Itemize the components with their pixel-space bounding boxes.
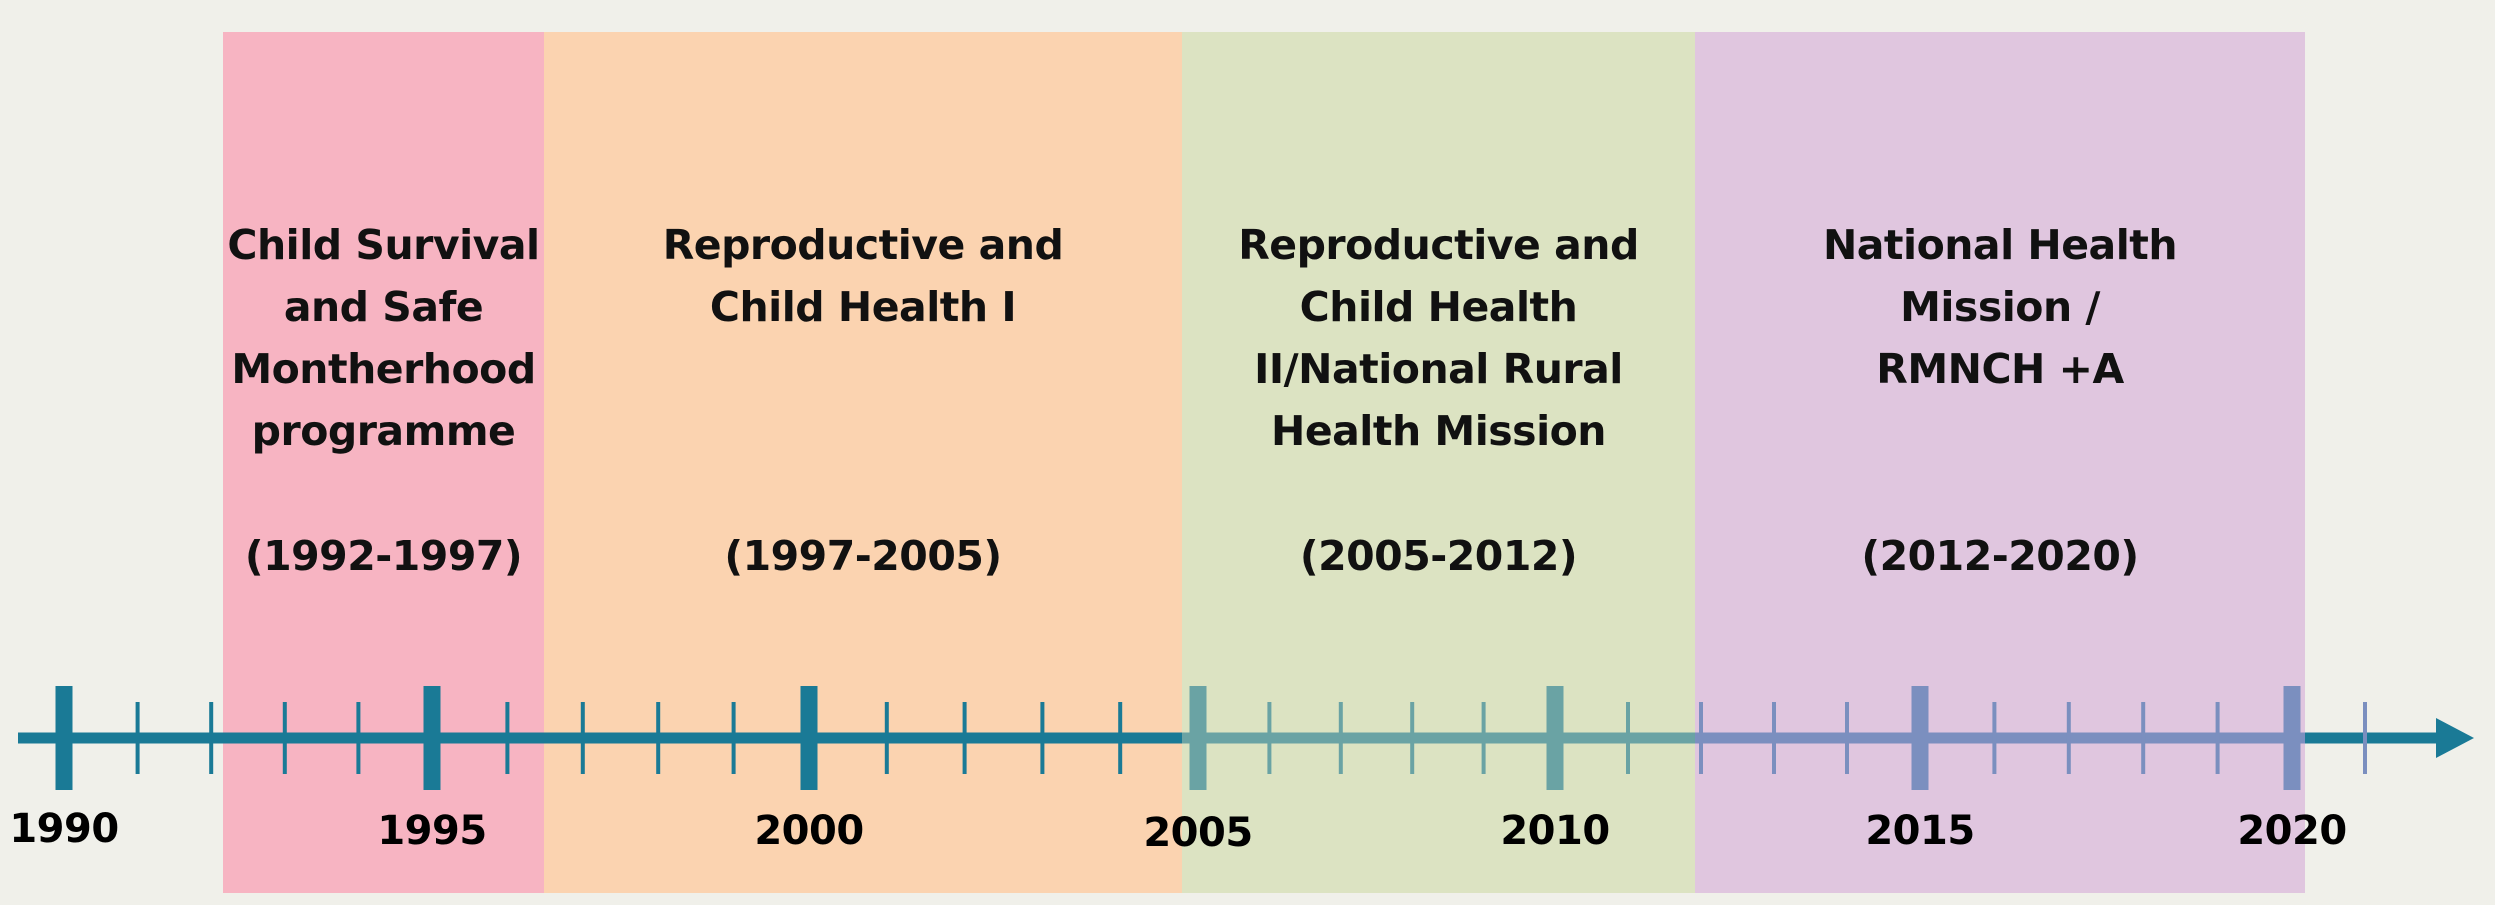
year-label-2000: 2000: [754, 808, 864, 854]
arrow-head-icon: [2436, 718, 2474, 758]
minor-tick: [1772, 702, 1776, 774]
minor-tick: [1410, 702, 1415, 774]
major-tick: [2283, 686, 2301, 790]
phase-band-2: Reproductive and Child Health I (1997-200…: [544, 32, 1182, 893]
major-tick: [55, 686, 73, 790]
minor-tick: [282, 702, 287, 774]
minor-tick: [1040, 702, 1045, 774]
minor-tick: [1118, 702, 1123, 774]
year-label-2015: 2015: [1865, 808, 1975, 854]
phase-period: (2012-2020): [1861, 532, 2139, 580]
major-tick: [1546, 686, 1564, 790]
minor-tick: [1338, 702, 1343, 774]
year-label-1995: 1995: [377, 808, 487, 854]
minor-tick: [1845, 702, 1849, 774]
phase-title: Reproductive and Child Health II/Nationa…: [1238, 221, 1639, 455]
minor-tick: [656, 702, 661, 774]
minor-tick: [580, 702, 585, 774]
phase-band-1: Child Survival and Safe Montherhood prog…: [223, 32, 544, 893]
phase-period: (2005-2012): [1299, 532, 1578, 580]
minor-tick: [884, 702, 889, 774]
minor-tick: [356, 702, 361, 774]
major-tick: [1189, 686, 1207, 790]
phase-title: Child Survival and Safe Montherhood prog…: [227, 221, 540, 455]
phase-title: Reproductive and Child Health I: [662, 221, 1064, 331]
minor-tick: [135, 702, 140, 774]
minor-tick: [1481, 702, 1486, 774]
minor-tick: [505, 702, 510, 774]
minor-tick: [2141, 702, 2146, 774]
phase-title: National Health Mission / RMNCH +A: [1822, 221, 2178, 393]
year-label-1990: 1990: [9, 806, 119, 852]
phase-period: (1992-1997): [244, 532, 523, 580]
year-label-2005: 2005: [1143, 810, 1253, 856]
minor-tick: [2363, 702, 2367, 774]
minor-tick: [1992, 702, 1997, 774]
minor-tick: [1267, 702, 1272, 774]
minor-tick: [2215, 702, 2220, 774]
minor-tick: [209, 702, 214, 774]
minor-tick: [962, 702, 967, 774]
minor-tick: [2066, 702, 2071, 774]
major-tick: [1911, 686, 1929, 790]
minor-tick: [1699, 702, 1703, 774]
year-label-2010: 2010: [1500, 808, 1610, 854]
minor-tick: [1626, 702, 1630, 774]
phase-band-4: National Health Mission / RMNCH +A (2012-…: [1695, 32, 2305, 893]
major-tick: [423, 686, 441, 790]
minor-tick: [731, 702, 736, 774]
major-tick: [800, 686, 818, 790]
year-label-2020: 2020: [2237, 808, 2347, 854]
phase-period: (1997-2005): [724, 532, 1002, 580]
